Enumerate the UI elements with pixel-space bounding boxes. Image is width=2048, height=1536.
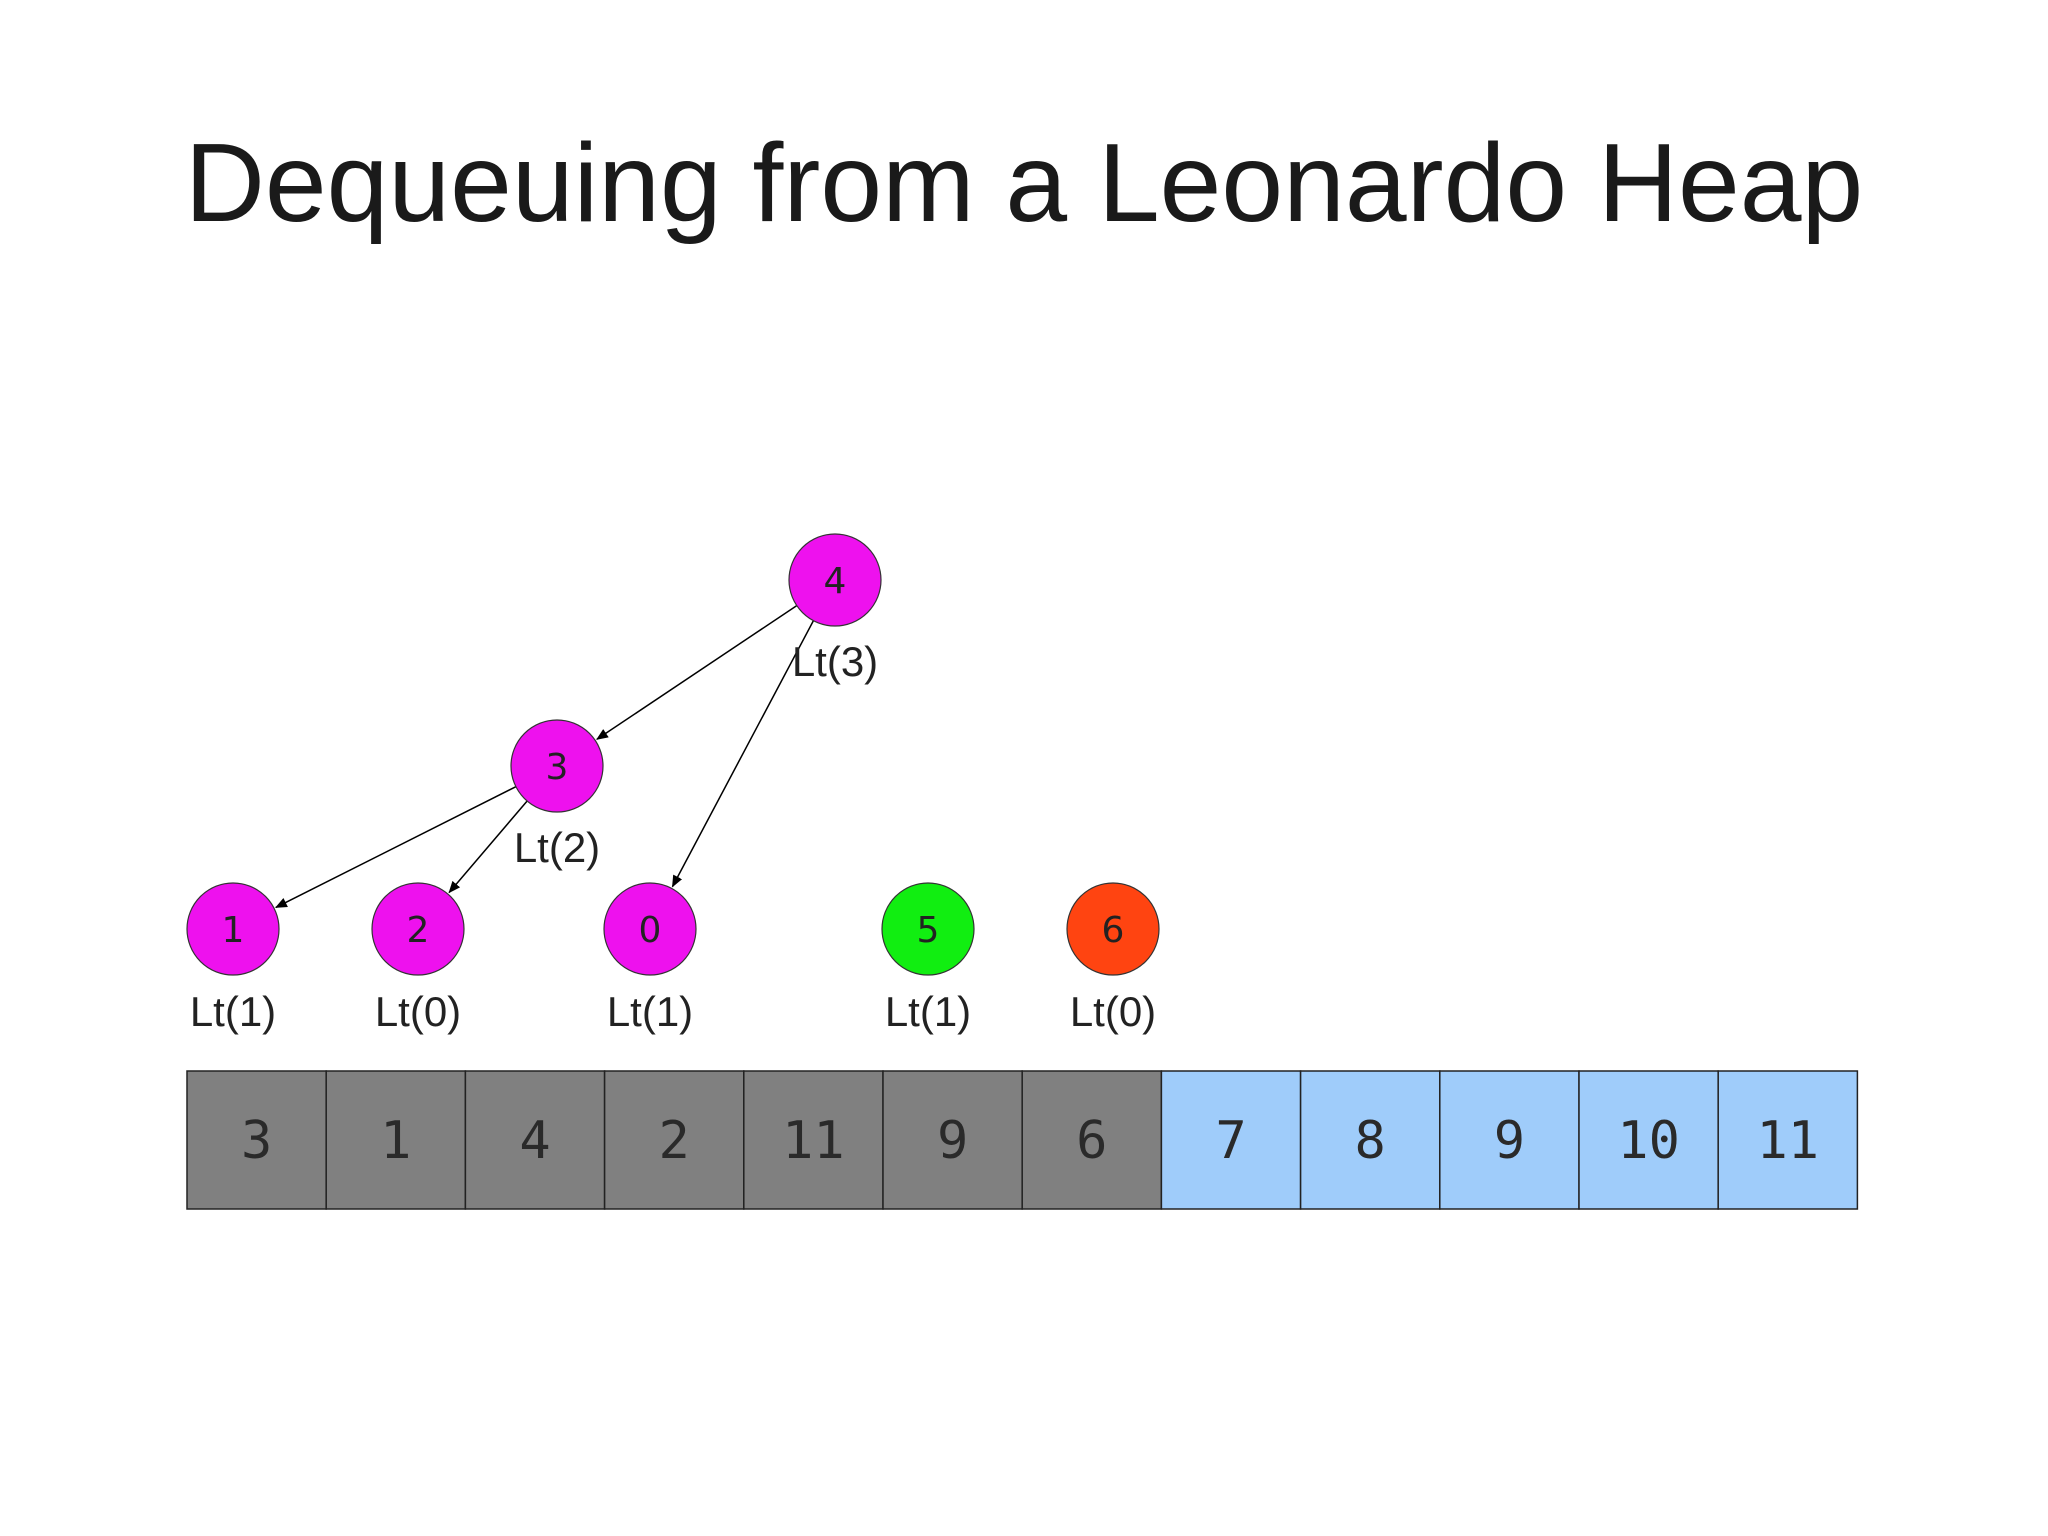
array-cell-box	[1439, 1070, 1580, 1210]
node-circle	[186, 882, 280, 976]
array-cell-value: 11	[1756, 1111, 1819, 1171]
node-value: 0	[639, 910, 662, 951]
node-tree-label: Lt(1)	[190, 988, 276, 1035]
node-value: 6	[1102, 910, 1125, 951]
array-cell: 3	[186, 1070, 327, 1210]
array-cell-value: 3	[241, 1111, 272, 1171]
node-value: 1	[222, 910, 245, 951]
heap-node-1: 1 Lt(1)	[186, 882, 280, 1035]
array-cell-box	[1160, 1070, 1302, 1210]
array-cell: 9	[882, 1070, 1023, 1210]
heap-node-3: 3 Lt(2)	[510, 719, 604, 871]
array-cell-box	[603, 1070, 745, 1210]
array-cell: 1	[325, 1070, 467, 1210]
heap-node-4: 4 Lt(3)	[788, 533, 882, 685]
node-tree-label: Lt(2)	[514, 824, 600, 871]
nodes-layer: 4 Lt(3) 3 Lt(2) 1 Lt(1) 2 Lt(0) 0 Lt(1) 5 Lt(1) 6 Lt(…	[186, 533, 1160, 1035]
node-value: 2	[407, 910, 430, 951]
node-tree-label: Lt(0)	[1070, 988, 1156, 1035]
node-tree-label: Lt(1)	[885, 988, 971, 1035]
edge-n3-n1	[274, 786, 517, 909]
array-cell-box	[464, 1070, 606, 1210]
array-cell-box	[1578, 1070, 1719, 1210]
array-cell-value: 7	[1215, 1111, 1246, 1171]
array-cell-value: 6	[1076, 1111, 1107, 1171]
array-cell: 4	[464, 1070, 606, 1210]
edge-n3-n2	[448, 800, 528, 894]
array-cell-box	[1717, 1070, 1859, 1210]
node-circle	[881, 882, 975, 976]
array-cell-box	[1021, 1070, 1163, 1210]
array-cell: 8	[1299, 1070, 1441, 1210]
array-cell: 7	[1160, 1070, 1302, 1210]
node-value: 4	[824, 561, 847, 602]
array-cell-value: 9	[937, 1111, 968, 1171]
array-cell-value: 10	[1617, 1111, 1680, 1171]
node-circle	[788, 533, 882, 627]
heap-node-2: 2 Lt(0)	[371, 882, 465, 1035]
heap-node-0: 0 Lt(1)	[603, 882, 697, 1035]
array-cell-value: 1	[380, 1111, 411, 1171]
array-cell: 9	[1439, 1070, 1580, 1210]
array-cell-value: 9	[1494, 1111, 1525, 1171]
array-cell-value: 4	[519, 1111, 550, 1171]
array-cell-box	[743, 1070, 884, 1210]
node-circle	[1066, 882, 1160, 976]
array-cell: 11	[1717, 1070, 1859, 1210]
array-layer: 3 1 4 2 11 9 6 7 8 9 10 11	[186, 1070, 1859, 1210]
slide-title: Dequeuing from a Leonardo Heap	[184, 121, 1864, 245]
array-cell-value: 8	[1355, 1111, 1386, 1171]
node-circle	[371, 882, 465, 976]
heap-node-6: 6 Lt(0)	[1066, 882, 1160, 1035]
array-cell-box	[882, 1070, 1023, 1210]
array-cell-value: 2	[659, 1111, 690, 1171]
heap-node-5: 5 Lt(1)	[881, 882, 975, 1035]
node-value: 5	[917, 910, 940, 951]
array-cell-box	[1299, 1070, 1441, 1210]
array-cell-box	[325, 1070, 467, 1210]
node-tree-label: Lt(3)	[792, 638, 878, 685]
edge-n4-n0	[671, 620, 815, 888]
node-value: 3	[546, 747, 569, 788]
array-cell: 10	[1578, 1070, 1719, 1210]
node-tree-label: Lt(1)	[607, 988, 693, 1035]
array-cell: 6	[1021, 1070, 1163, 1210]
node-tree-label: Lt(0)	[375, 988, 461, 1035]
array-cell-value: 11	[782, 1111, 845, 1171]
edge-n4-n3	[596, 604, 798, 740]
array-cell-box	[186, 1070, 327, 1210]
edges-layer	[274, 604, 815, 909]
array-cell: 2	[603, 1070, 745, 1210]
node-circle	[603, 882, 697, 976]
node-circle	[510, 719, 604, 813]
array-cell: 11	[743, 1070, 884, 1210]
